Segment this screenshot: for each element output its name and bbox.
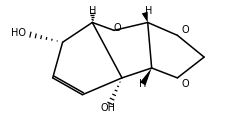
- Text: O: O: [181, 79, 189, 89]
- Text: H: H: [145, 6, 152, 16]
- Text: OH: OH: [101, 103, 116, 113]
- Text: H: H: [139, 79, 147, 89]
- Text: O: O: [113, 23, 121, 33]
- Text: H: H: [89, 6, 96, 16]
- Text: O: O: [181, 25, 189, 35]
- Polygon shape: [140, 68, 152, 85]
- Polygon shape: [142, 12, 148, 22]
- Text: HO: HO: [11, 28, 26, 38]
